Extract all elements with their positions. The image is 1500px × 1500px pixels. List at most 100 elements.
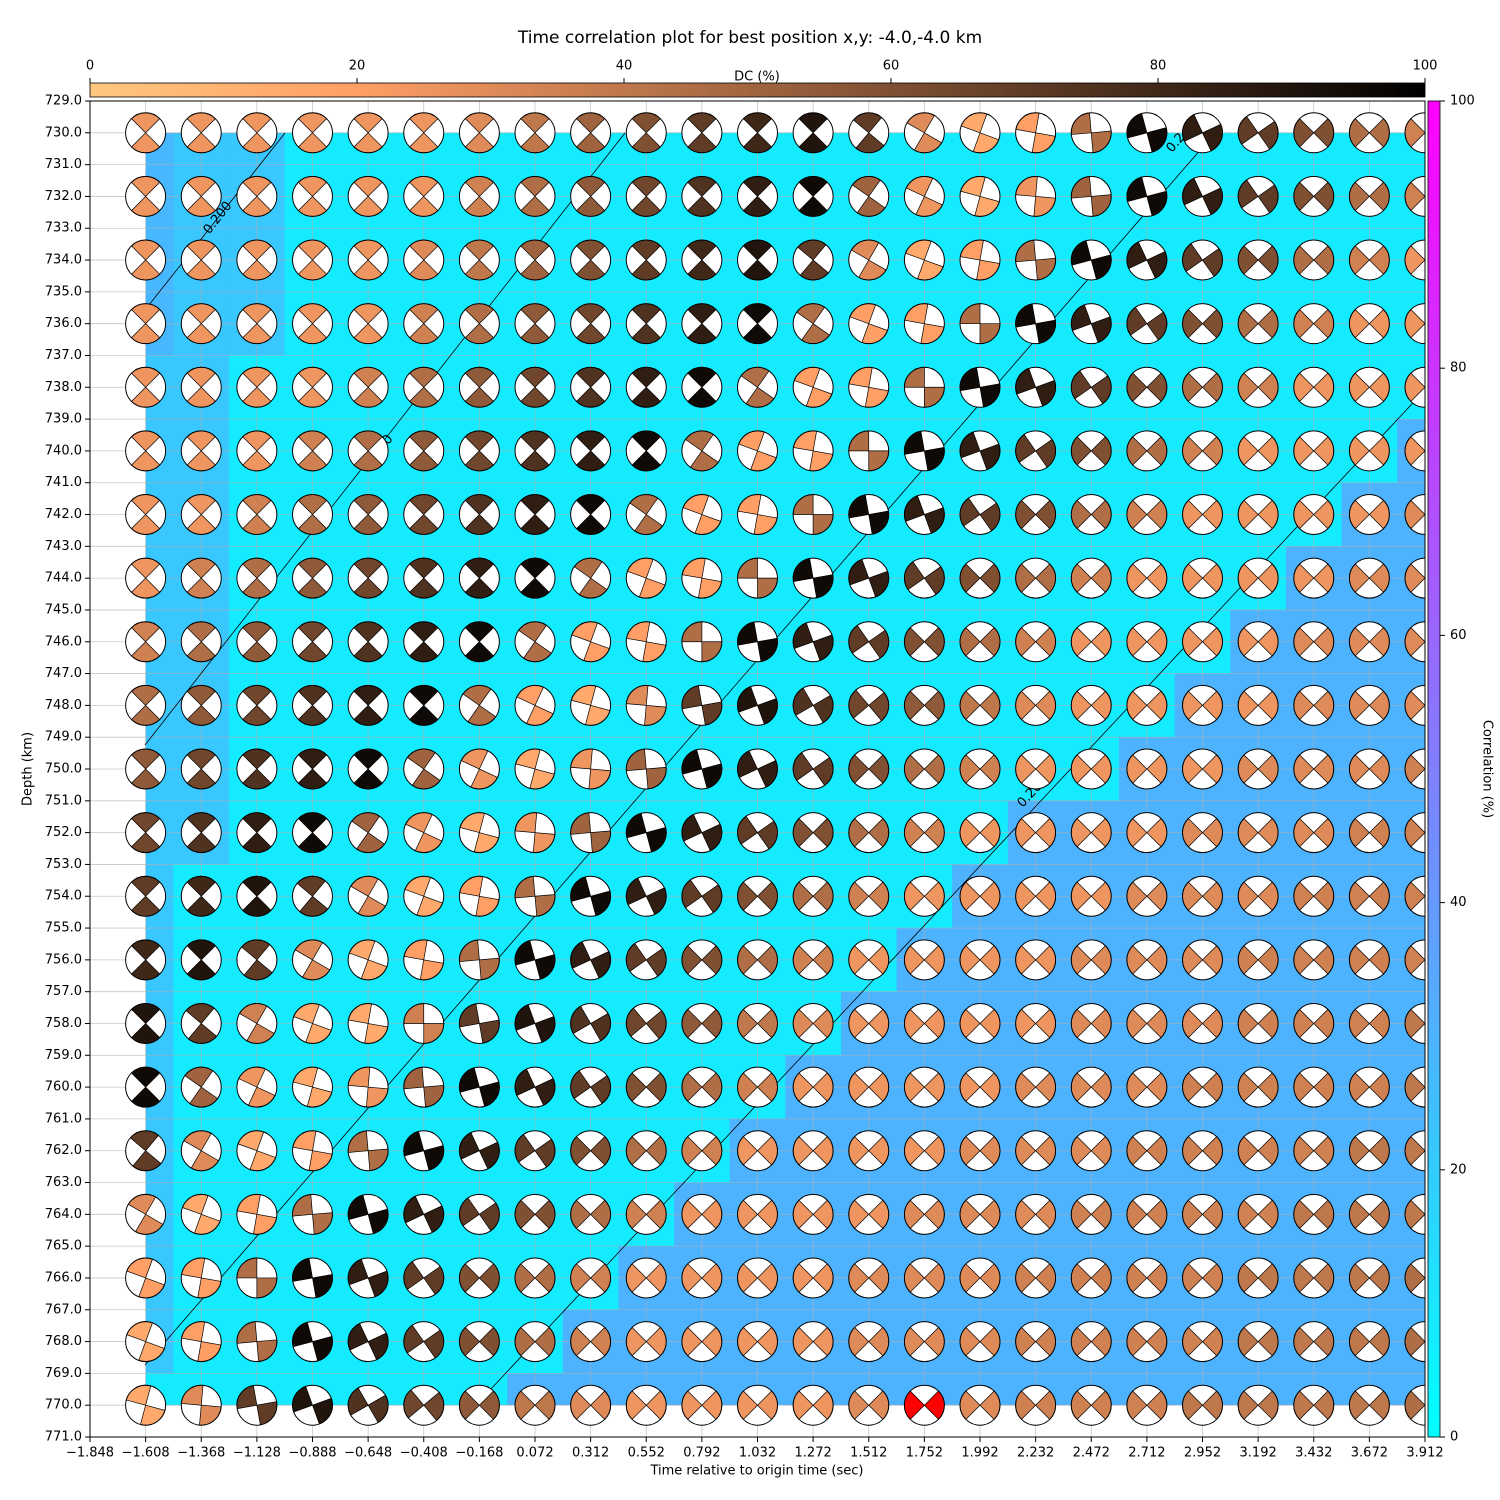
- beachball: [1126, 748, 1168, 790]
- beachball-outline: [681, 875, 723, 917]
- beachball: [180, 812, 222, 854]
- beachball: [347, 1066, 389, 1108]
- beachball: [625, 494, 667, 536]
- beachball-outline: [403, 430, 445, 472]
- beachball-outline: [959, 939, 1001, 981]
- beachball-outline: [1237, 239, 1279, 281]
- beachball-outline: [1237, 557, 1279, 599]
- beachball-outline: [1015, 303, 1057, 345]
- beachball: [1237, 239, 1279, 281]
- beachball: [737, 1002, 778, 1044]
- beachball: [737, 1066, 778, 1108]
- beachball-outline: [1404, 684, 1425, 726]
- beachball: [625, 303, 667, 345]
- beachball-outline: [514, 239, 556, 281]
- beachball-outline: [848, 1193, 890, 1235]
- beachball-outline: [1404, 621, 1425, 663]
- y-tick-label: 750.0: [45, 762, 82, 777]
- beachball-outline: [347, 1002, 389, 1044]
- beachball: [1404, 175, 1425, 217]
- beachball: [625, 1384, 667, 1426]
- beachball: [737, 812, 778, 854]
- beachball-outline: [514, 875, 556, 917]
- beachball: [848, 303, 890, 345]
- beachball-outline: [1293, 239, 1335, 281]
- beachball-outline: [570, 1321, 612, 1363]
- beachball-outline: [1126, 175, 1168, 217]
- beachball-outline: [737, 1193, 778, 1235]
- beachball: [458, 1066, 500, 1108]
- y-tick-label: 765.0: [45, 1239, 82, 1254]
- beachball: [403, 1384, 445, 1426]
- beachball: [1293, 621, 1335, 663]
- beachball-outline: [959, 366, 1001, 408]
- beachball-outline: [514, 366, 556, 408]
- beachball: [347, 239, 389, 281]
- beachball-outline: [903, 875, 945, 917]
- beachball-outline: [570, 684, 612, 726]
- beachball-outline: [1348, 1066, 1390, 1108]
- beachball: [1348, 1257, 1390, 1299]
- beachball-outline: [1293, 430, 1335, 472]
- beachball-outline: [458, 812, 500, 854]
- beachball: [347, 684, 389, 726]
- beachball-outline: [1015, 812, 1057, 854]
- beachball-outline: [180, 557, 222, 599]
- beachball: [848, 1193, 890, 1235]
- beachball: [292, 1002, 333, 1044]
- beachball-outline: [347, 684, 389, 726]
- beachball: [125, 684, 167, 726]
- beachball: [180, 875, 222, 917]
- x-tick-label: 2.472: [1073, 1446, 1110, 1461]
- beachball: [1293, 875, 1335, 917]
- beachball: [236, 303, 278, 345]
- beachball: [180, 1066, 222, 1108]
- beachball: [1182, 875, 1223, 917]
- beachball: [1070, 1066, 1112, 1108]
- beachball-outline: [236, 557, 278, 599]
- beachball-outline: [1070, 1321, 1112, 1363]
- beachball: [403, 430, 445, 472]
- x-tick-label: −0.408: [400, 1446, 448, 1461]
- beachball: [1404, 1384, 1425, 1426]
- beachball: [458, 939, 500, 981]
- beachball-outline: [1182, 621, 1223, 663]
- beachball-outline: [681, 939, 723, 981]
- beachball: [792, 1130, 834, 1172]
- beachball-outline: [1237, 1257, 1279, 1299]
- beachball-outline: [737, 430, 778, 472]
- beachball: [1237, 1257, 1279, 1299]
- beachball-outline: [1293, 494, 1335, 536]
- beachball: [570, 430, 612, 472]
- beachball-outline: [1348, 812, 1390, 854]
- y-axis-label: Depth (km): [21, 732, 36, 806]
- beachball-outline: [1070, 812, 1112, 854]
- beachball-outline: [236, 494, 278, 536]
- beachball: [1015, 239, 1057, 281]
- beachball-outline: [403, 812, 445, 854]
- beachball: [292, 939, 333, 981]
- beachball-outline: [625, 1130, 667, 1172]
- beachball: [125, 1130, 167, 1172]
- beachball: [1293, 366, 1335, 408]
- beachball-outline: [570, 621, 612, 663]
- beachball-outline: [458, 1384, 500, 1426]
- y-tick-label: 762.0: [45, 1143, 82, 1158]
- y-tick-label: 738.0: [45, 380, 82, 395]
- beachball: [292, 175, 333, 217]
- beachball: [625, 112, 667, 154]
- beachball: [1404, 939, 1425, 981]
- beachball-outline: [347, 1384, 389, 1426]
- beachball-outline: [792, 875, 834, 917]
- beachball-outline: [903, 1384, 945, 1426]
- beachball: [1237, 1002, 1279, 1044]
- beachball-outline: [1126, 557, 1168, 599]
- beachball: [292, 557, 333, 599]
- beachball-outline: [292, 303, 333, 345]
- beachball: [848, 1002, 890, 1044]
- beachball: [1237, 875, 1279, 917]
- beachball-outline: [458, 1002, 500, 1044]
- beachball: [236, 1257, 278, 1299]
- beachball: [236, 1384, 278, 1426]
- beachball: [180, 1130, 222, 1172]
